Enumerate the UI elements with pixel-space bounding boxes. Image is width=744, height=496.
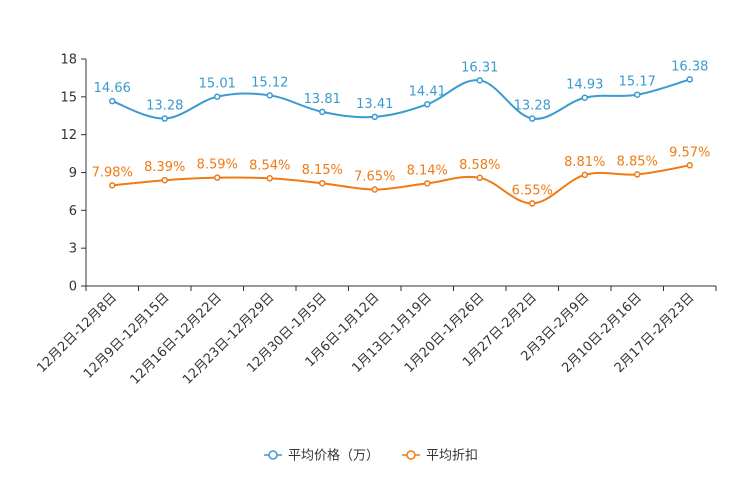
y-tick-label: 0 [69,280,77,295]
legend-label: 平均折扣 [426,449,478,464]
data-label: 8.85% [617,154,658,169]
y-tick-label: 18 [60,53,77,68]
data-label: 8.58% [459,158,500,173]
data-label: 14.41 [409,84,446,99]
data-label: 9.57% [669,145,710,160]
data-label: 13.28 [514,99,551,114]
series-1: 7.98% 8.39% 8.59% 8.54% 8.15% 7.65% 8.14% 8.58%… [92,145,710,207]
data-point[interactable] [476,174,483,182]
data-label: 7.98% [92,165,133,180]
data-label: 8.14% [407,163,448,178]
legend-label: 平均价格（万） [288,448,379,464]
data-point[interactable] [476,77,483,84]
data-point[interactable] [686,162,693,169]
legend-item-0[interactable]: 平均价格（万） [264,448,379,464]
data-label: 15.17 [619,75,656,90]
data-label: 16.31 [461,60,498,75]
series-group: 14.66 13.28 15.01 15.12 13.81 13.41 14.41 16.31… [92,59,710,207]
y-tick-label: 15 [60,90,77,105]
data-point[interactable] [109,97,116,105]
y-tick-label: 9 [69,166,77,181]
data-point[interactable] [109,182,116,189]
data-point[interactable] [266,175,273,182]
data-point[interactable] [371,186,378,193]
data-label: 15.01 [199,77,236,92]
data-point[interactable] [581,171,588,179]
x-axis: 12月2日-12月8日12月9日-12月15日12月16日-12月22日12月2… [34,285,717,388]
legend-marker-icon [406,450,416,460]
x-tick-label: 12月23日-12月29日 [180,290,277,387]
data-label: 13.41 [356,97,393,112]
data-label: 16.38 [671,59,708,74]
y-axis: 0 3 6 9 12 15 18 [60,53,87,295]
data-label: 13.28 [146,99,183,114]
data-point[interactable] [161,176,168,184]
data-label: 7.65% [354,170,395,185]
data-point[interactable] [214,93,221,100]
data-point[interactable] [634,91,641,98]
data-label: 8.15% [302,163,343,178]
data-label: 8.39% [144,160,185,175]
series-line [111,78,691,120]
y-tick-label: 6 [69,204,77,219]
data-point[interactable] [529,115,536,122]
data-point[interactable] [581,94,588,101]
data-point[interactable] [371,113,378,121]
data-label: 13.81 [304,92,341,107]
data-point[interactable] [424,180,431,187]
data-label: 8.59% [197,158,238,173]
data-point[interactable] [529,200,536,207]
data-label: 6.55% [512,183,553,198]
data-point[interactable] [319,108,326,116]
data-label: 8.81% [564,155,605,170]
data-point[interactable] [161,115,168,122]
legend[interactable]: 平均价格（万） 平均折扣 [264,448,478,464]
legend-marker-icon [268,450,278,460]
data-label: 8.54% [249,158,290,173]
data-label: 15.12 [251,75,288,90]
y-tick-label: 12 [60,128,77,143]
data-point[interactable] [634,171,641,178]
series-0: 14.66 13.28 15.01 15.12 13.81 13.41 14.41 16.31… [94,59,708,122]
data-point[interactable] [214,174,221,181]
data-label: 14.93 [566,78,603,93]
legend-item-1[interactable]: 平均折扣 [402,449,478,464]
data-point[interactable] [319,179,326,187]
data-label: 14.66 [94,81,131,96]
x-tick-label: 12月16日-12月22日 [128,290,225,387]
data-point[interactable] [686,76,693,83]
data-point[interactable] [266,92,273,99]
data-point[interactable] [424,101,431,108]
y-tick-label: 3 [69,242,77,257]
